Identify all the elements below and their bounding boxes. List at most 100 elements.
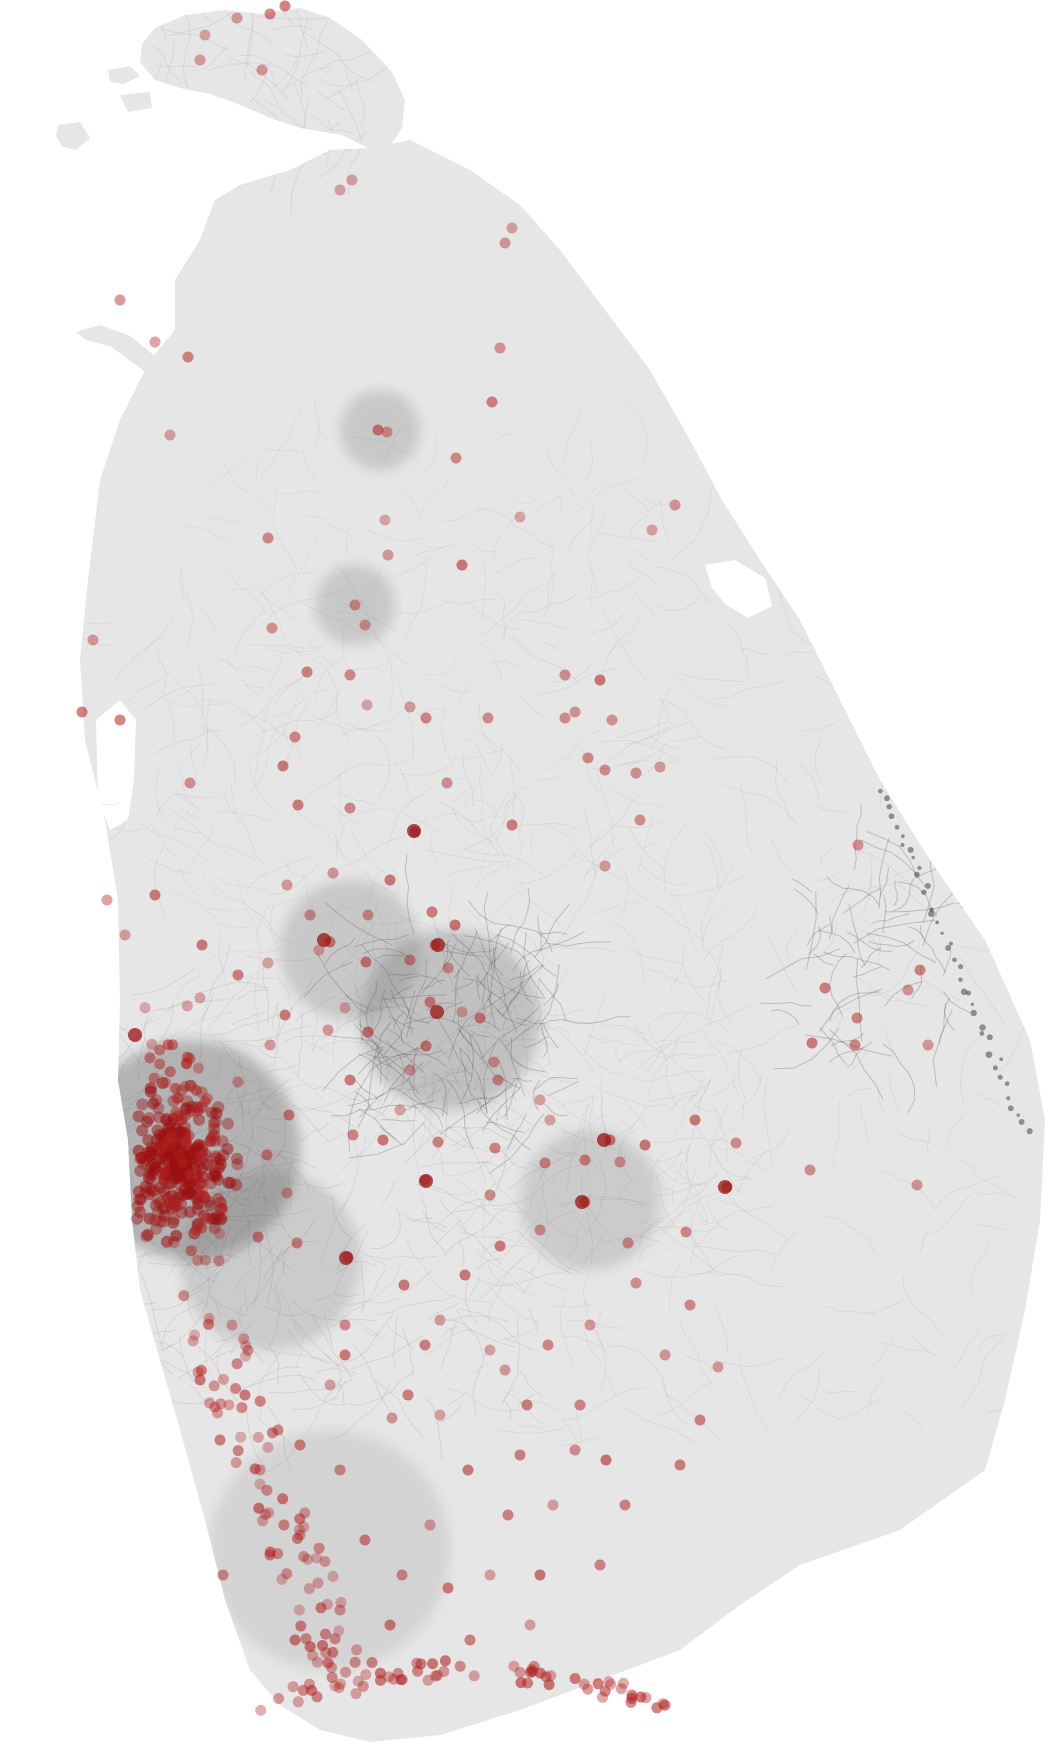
road-segment xyxy=(463,848,544,877)
road-segment xyxy=(126,1262,136,1287)
road-segment xyxy=(479,764,487,836)
location-marker xyxy=(514,1666,526,1678)
location-marker xyxy=(294,1529,306,1541)
road-segment xyxy=(502,1318,520,1403)
location-marker xyxy=(297,1684,309,1696)
coast-speck xyxy=(940,931,944,935)
road-segment xyxy=(487,924,512,943)
road-segment xyxy=(152,8,215,13)
location-marker xyxy=(542,1339,554,1351)
coast-speck xyxy=(894,824,900,830)
road-segment xyxy=(815,873,837,881)
road-segment xyxy=(494,881,524,914)
road-segment xyxy=(628,545,651,561)
road-segment xyxy=(673,486,713,558)
location-marker xyxy=(657,1698,669,1710)
road-segment xyxy=(309,113,354,134)
road-segment xyxy=(266,897,300,909)
road-segment xyxy=(346,721,392,732)
road-segment xyxy=(878,1341,939,1357)
road-segment xyxy=(477,508,555,549)
road-segment xyxy=(589,507,608,553)
road-segment xyxy=(769,836,792,873)
road-segment xyxy=(312,1086,371,1102)
location-marker xyxy=(366,1657,378,1668)
road-segment xyxy=(397,1212,433,1221)
road-segment xyxy=(322,1378,342,1403)
location-marker xyxy=(426,906,438,918)
location-marker xyxy=(429,1670,441,1682)
road-segment xyxy=(688,1054,720,1059)
location-marker xyxy=(192,1104,204,1116)
road-segment xyxy=(363,1327,383,1338)
location-marker xyxy=(340,1666,352,1678)
road-segment xyxy=(585,1301,609,1356)
location-marker xyxy=(569,1673,581,1684)
road-segment xyxy=(561,1419,582,1451)
road-segment xyxy=(405,814,443,836)
road-segment xyxy=(156,793,181,817)
location-marker xyxy=(158,1209,171,1222)
road-segment xyxy=(550,1116,568,1135)
location-marker xyxy=(506,819,518,831)
road-segment xyxy=(628,825,667,873)
location-marker xyxy=(434,1314,446,1326)
location-marker xyxy=(154,1058,166,1070)
road-segment xyxy=(113,828,143,832)
road-segment xyxy=(477,1102,531,1151)
road-segment xyxy=(575,1408,586,1452)
location-marker xyxy=(508,1660,520,1672)
location-marker xyxy=(326,1662,337,1674)
road-segment xyxy=(831,885,850,933)
road-segment xyxy=(905,613,919,645)
road-segment xyxy=(496,1428,564,1434)
road-segment xyxy=(80,1028,128,1037)
location-marker xyxy=(132,1185,145,1198)
road-segment xyxy=(658,1182,679,1193)
road-segment xyxy=(148,858,193,874)
islet xyxy=(108,66,140,84)
location-marker xyxy=(398,1279,410,1291)
coast-speck xyxy=(1007,1105,1014,1112)
location-marker xyxy=(427,1658,439,1670)
road-segment xyxy=(512,931,585,972)
location-marker xyxy=(256,64,268,76)
road-segment xyxy=(172,8,215,24)
road-segment xyxy=(714,1301,729,1355)
road-segment xyxy=(240,55,309,87)
island-landmass xyxy=(80,140,1045,1742)
road-segment xyxy=(485,1229,521,1252)
road-segment xyxy=(828,916,833,940)
road-segment xyxy=(601,1036,639,1047)
location-marker xyxy=(326,1672,338,1683)
road-segment xyxy=(909,520,957,559)
road-segment xyxy=(580,846,625,884)
road-segment xyxy=(740,648,771,655)
road-segment xyxy=(270,127,277,172)
location-marker xyxy=(377,1134,389,1146)
location-marker xyxy=(311,1691,323,1703)
road-segment xyxy=(256,898,274,982)
road-segment xyxy=(855,958,863,1042)
location-marker xyxy=(434,1409,446,1421)
road-segment xyxy=(216,1346,226,1384)
location-marker xyxy=(133,1193,146,1206)
road-segment xyxy=(462,741,503,807)
density-blob xyxy=(520,1130,660,1270)
location-marker xyxy=(276,1573,288,1585)
road-segment xyxy=(752,1129,790,1159)
location-marker xyxy=(499,237,511,249)
road-segment xyxy=(152,1413,171,1438)
road-segment xyxy=(485,1121,524,1133)
location-marker xyxy=(322,1024,334,1036)
road-segment xyxy=(947,710,967,773)
road-segment xyxy=(178,1336,198,1386)
coast-speck xyxy=(914,871,920,878)
road-segment xyxy=(523,932,545,997)
road-segment xyxy=(351,1334,426,1370)
road-segment xyxy=(849,1051,867,1074)
location-marker xyxy=(162,1039,174,1051)
road-segment xyxy=(472,1346,489,1415)
road-segment xyxy=(80,622,113,632)
location-marker xyxy=(181,1000,193,1012)
